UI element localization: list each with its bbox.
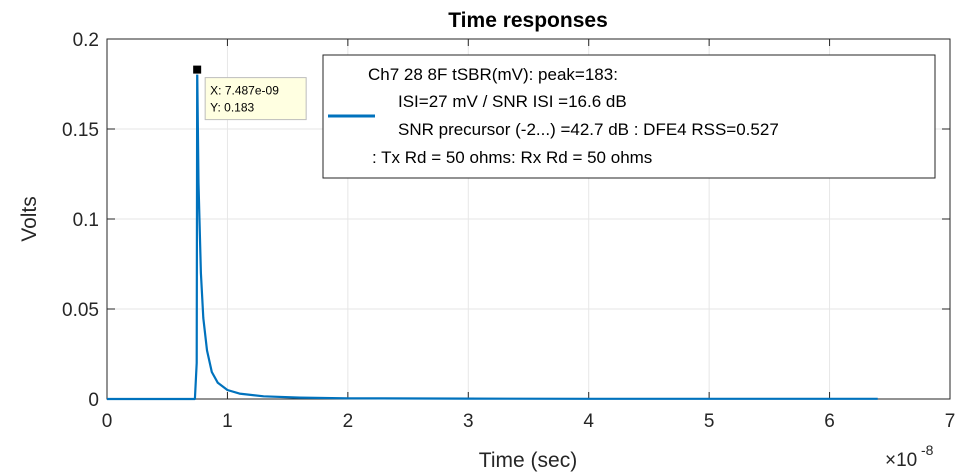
x-tick-label: 0 [102,411,113,432]
x-tick-label: 4 [583,411,594,432]
x-tick-label: 2 [343,411,354,432]
datatip-marker[interactable] [192,64,203,75]
legend: Ch7 28 8F tSBR(mV): peak=183: ISI=27 mV … [322,54,936,179]
series-layer [107,68,878,401]
legend-line-4: : Tx Rd = 50 ohms: Rx Rd = 50 ohms [372,148,652,167]
y-axis-ticks: 0 0.05 0.1 0.15 0.2 [62,30,950,411]
datatip[interactable]: X: 7.487e-09 Y: 0.183 [192,64,307,121]
y-tick-label: 0 [88,390,99,411]
x-axis-label: Time (sec) [479,449,577,472]
y-tick-label: 0.2 [73,30,99,51]
x-axis-exponent-base: ×10 [885,450,917,471]
x-tick-label: 5 [704,411,715,432]
x-tick-label: 1 [222,411,233,432]
y-tick-label: 0.15 [62,120,99,141]
x-tick-label: 6 [824,411,835,432]
y-axis-label: Volts [18,196,41,242]
x-tick-label: 3 [463,411,474,432]
x-axis-ticks: 0 1 2 3 4 5 6 7 [102,39,956,432]
y-tick-label: 0.05 [62,300,99,321]
datatip-x-text: X: 7.487e-09 [210,84,279,98]
y-tick-label: 0.1 [73,210,99,231]
x-tick-label: 7 [945,411,956,432]
datatip-y-text: Y: 0.183 [210,101,254,115]
x-axis-exponent-power: -8 [921,442,934,458]
chart-title: Time responses [448,9,608,32]
legend-line-1: Ch7 28 8F tSBR(mV): peak=183: [368,65,618,84]
legend-line-2: ISI=27 mV / SNR ISI =16.6 dB [398,92,627,111]
datatip-box [204,77,307,121]
series-line [107,68,878,401]
legend-line-3: SNR precursor (-2...) =42.7 dB : DFE4 RS… [398,120,779,139]
legend-box [322,54,936,179]
